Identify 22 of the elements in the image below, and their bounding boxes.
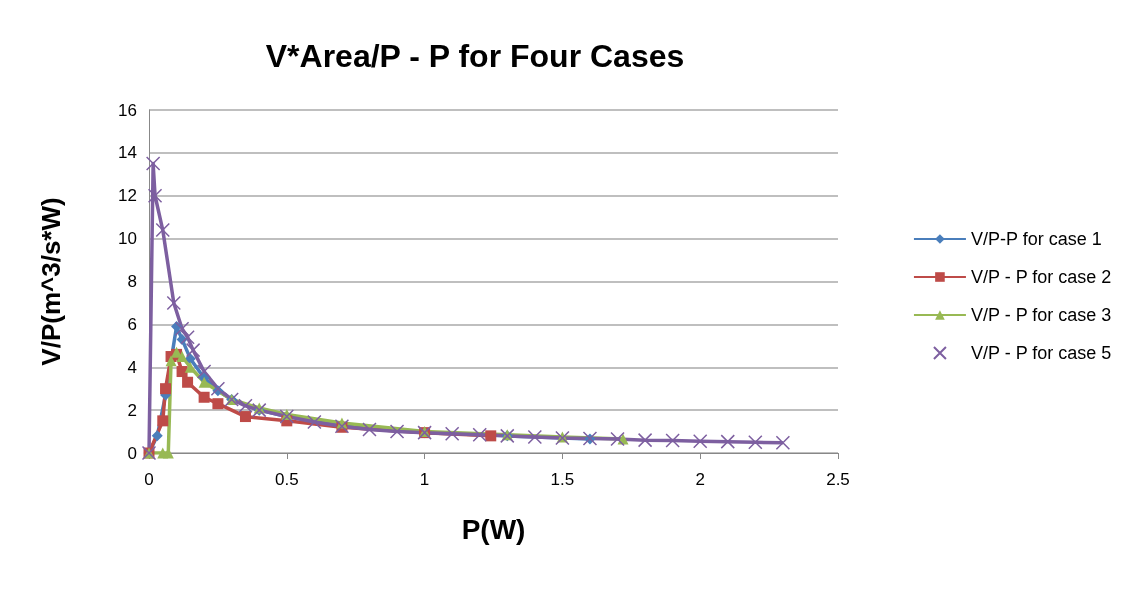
y-tick-label: 14 — [118, 143, 137, 163]
x-tick-label: 0.5 — [274, 470, 299, 489]
chart-title: V*Area/P - P for Four Cases — [265, 38, 685, 74]
y-tick-label: 6 — [127, 314, 137, 334]
y-axis-title: V/P(m^3/s*W) — [36, 197, 66, 366]
y-tick-label: 4 — [127, 357, 137, 377]
x-tick-label: 1 — [419, 470, 430, 489]
y-tick-label: 10 — [118, 229, 137, 249]
x-axis-title: P(W) — [461, 513, 526, 545]
y-tick-label: 12 — [118, 186, 137, 206]
legend-label: V/P - P for case 2 — [970, 267, 1112, 287]
legend-label: V/P - P for case 3 — [970, 305, 1112, 325]
y-tick-label: 0 — [127, 443, 137, 463]
legend-label: V/P - P for case 5 — [970, 343, 1112, 363]
legend-label: V/P-P for case 1 — [970, 229, 1102, 249]
y-tick-label: 16 — [118, 100, 137, 120]
y-tick-label: 8 — [127, 272, 137, 291]
x-tick-label: 0 — [144, 470, 154, 489]
y-tick-label: 2 — [127, 400, 137, 420]
x-tick-label: 1.5 — [550, 470, 575, 489]
x-tick-label: 2 — [695, 470, 705, 489]
x-tick-label: 2.5 — [826, 470, 850, 489]
